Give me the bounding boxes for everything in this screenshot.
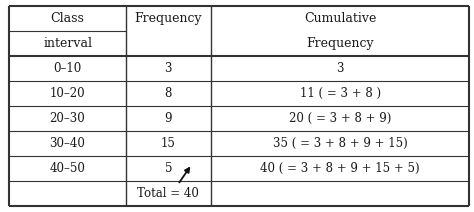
Text: 9: 9 — [164, 112, 172, 125]
Text: 20 ( = 3 + 8 + 9): 20 ( = 3 + 8 + 9) — [289, 112, 391, 125]
Text: 20–30: 20–30 — [50, 112, 85, 125]
Text: Frequency: Frequency — [306, 37, 374, 50]
Text: Total = 40: Total = 40 — [137, 187, 199, 200]
Text: Class: Class — [51, 12, 84, 25]
Text: 10–20: 10–20 — [50, 87, 85, 100]
Text: interval: interval — [43, 37, 92, 50]
Text: 0–10: 0–10 — [54, 62, 82, 75]
Text: 5: 5 — [164, 162, 172, 175]
Text: 8: 8 — [164, 87, 172, 100]
Text: 11 ( = 3 + 8 ): 11 ( = 3 + 8 ) — [300, 87, 381, 100]
Text: Cumulative: Cumulative — [304, 12, 376, 25]
Text: 35 ( = 3 + 8 + 9 + 15): 35 ( = 3 + 8 + 9 + 15) — [273, 137, 408, 150]
Text: 15: 15 — [161, 137, 176, 150]
Text: 3: 3 — [164, 62, 172, 75]
Text: Frequency: Frequency — [135, 12, 202, 25]
Text: 3: 3 — [337, 62, 344, 75]
Text: 40–50: 40–50 — [50, 162, 85, 175]
Text: 30–40: 30–40 — [50, 137, 85, 150]
Text: 40 ( = 3 + 8 + 9 + 15 + 5): 40 ( = 3 + 8 + 9 + 15 + 5) — [260, 162, 420, 175]
